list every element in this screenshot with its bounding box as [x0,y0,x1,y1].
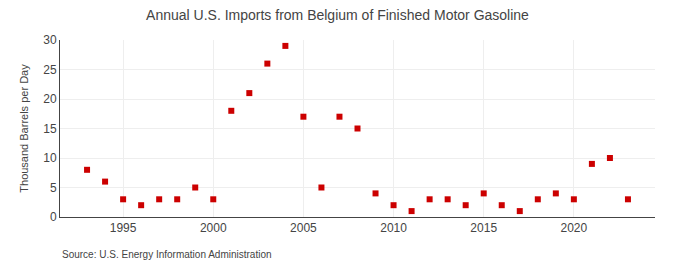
svg-text:0: 0 [50,210,57,224]
svg-text:Annual U.S. Imports from Belgi: Annual U.S. Imports from Belgium of Fini… [146,7,529,23]
svg-text:5: 5 [50,181,57,195]
svg-text:1995: 1995 [110,221,137,235]
svg-text:20: 20 [43,92,57,106]
svg-text:10: 10 [43,151,57,165]
svg-text:30: 30 [43,33,57,47]
svg-text:Source: U.S. Energy Informatio: Source: U.S. Energy Information Administ… [62,249,272,260]
svg-text:2005: 2005 [290,221,317,235]
svg-text:25: 25 [43,63,57,77]
svg-text:15: 15 [43,122,57,136]
svg-text:2015: 2015 [470,221,497,235]
svg-text:2000: 2000 [200,221,227,235]
svg-text:Thousand Barrels per Day: Thousand Barrels per Day [18,64,30,193]
svg-text:2010: 2010 [380,221,407,235]
svg-text:2020: 2020 [561,221,588,235]
